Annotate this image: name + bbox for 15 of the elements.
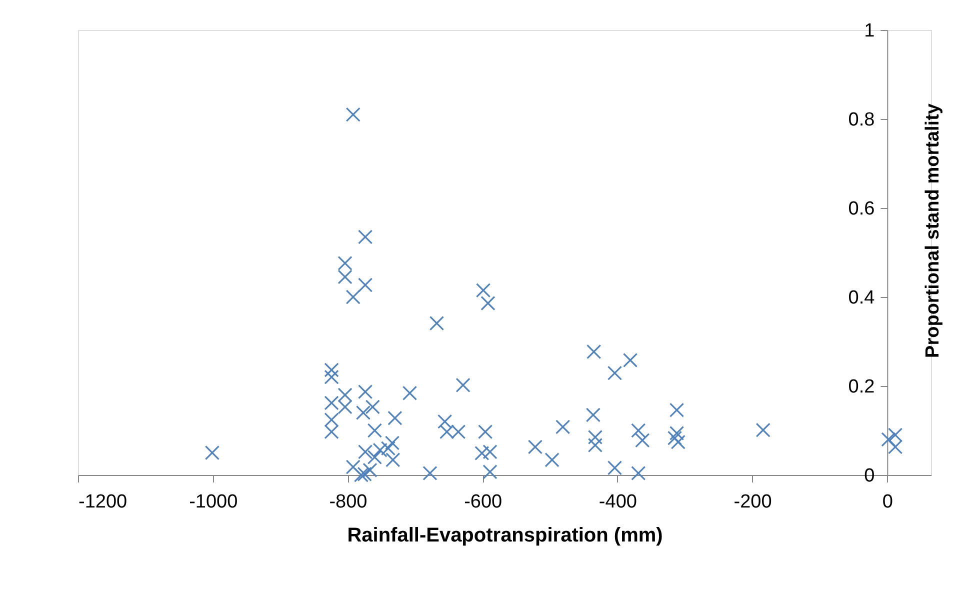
y-tick-label: 0.2 bbox=[848, 376, 875, 398]
x-tick-label: -1200 bbox=[78, 492, 128, 512]
x-axis-title: Rainfall-Evapotranspiration (mm) bbox=[347, 524, 663, 546]
x-tick-label: -1000 bbox=[189, 492, 238, 512]
y-tick-label: 0.8 bbox=[848, 110, 875, 130]
y-axis-title: Proportional stand mortality bbox=[922, 103, 944, 358]
x-tick-label: -400 bbox=[598, 492, 637, 512]
y-tick-label: 0.6 bbox=[848, 198, 875, 220]
y-tick-label: 0 bbox=[864, 466, 875, 486]
x-tick-label: -600 bbox=[464, 492, 502, 512]
y-tick-label: 1 bbox=[864, 20, 875, 42]
y-tick-label: 0.4 bbox=[848, 288, 876, 308]
x-tick-label: 0 bbox=[882, 492, 893, 512]
x-tick-label: -200 bbox=[734, 492, 772, 512]
x-tick-label: -800 bbox=[329, 492, 368, 512]
